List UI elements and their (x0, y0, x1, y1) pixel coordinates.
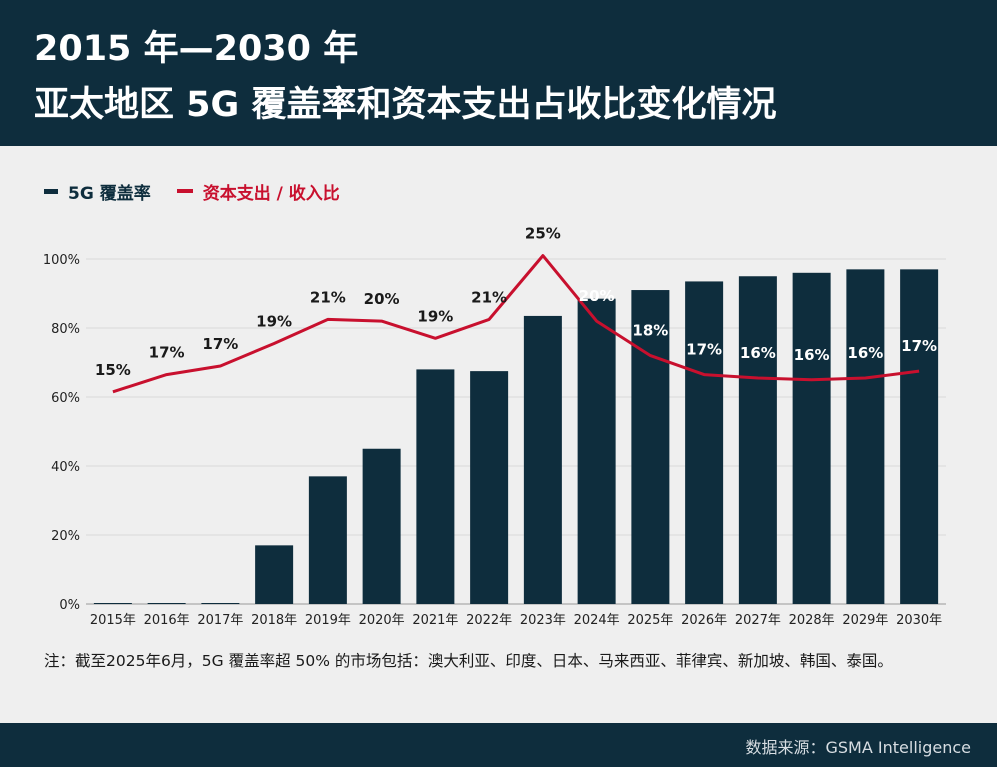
legend-item-line: 资本支出 / 收入比 (176, 179, 340, 204)
line-data-label: 19% (417, 307, 453, 325)
x-tick-label: 2021年 (412, 613, 458, 628)
x-tick-label: 2027年 (735, 613, 781, 628)
line-data-label: 25% (525, 225, 561, 243)
bar (900, 269, 939, 604)
bar (846, 269, 885, 604)
bar (631, 290, 670, 604)
x-tick-label: 2030年 (896, 613, 942, 628)
bar (362, 448, 401, 604)
line-data-label: 15% (95, 361, 131, 379)
x-tick-label: 2029年 (842, 613, 888, 628)
line-data-label: 17% (901, 337, 937, 355)
x-tick-label: 2026年 (681, 613, 727, 628)
bar (738, 276, 777, 604)
x-tick-label: 2022年 (466, 613, 512, 628)
bar (685, 281, 724, 604)
bar (93, 603, 132, 604)
source-text: 数据来源：GSMA Intelligence (745, 738, 972, 757)
footnote: 注：截至2025年6月，5G 覆盖率超 50% 的市场包括：澳大利亚、印度、日本… (44, 652, 893, 670)
y-tick-label: 60% (51, 391, 80, 406)
y-tick-label: 80% (51, 322, 80, 337)
bar (470, 371, 509, 604)
y-tick-label: 40% (51, 460, 80, 475)
title-line-2: 亚太地区 5G 覆盖率和资本支出占收比变化情况 (34, 85, 777, 125)
x-tick-label: 2015年 (90, 613, 136, 628)
combo-chart: 0% 20% 40% 60% 80% 100% 2015年 2016年 2017年 2018年 20… (43, 225, 946, 628)
line-data-label: 16% (740, 344, 776, 362)
x-tick-label: 2025年 (627, 613, 673, 628)
bar (308, 476, 347, 604)
line-data-label: 21% (471, 288, 507, 306)
line-data-label: 17% (686, 341, 722, 359)
x-tick-label: 2016年 (144, 613, 190, 628)
title-line-1: 2015 年—2030 年 (34, 29, 359, 69)
line-data-label: 17% (202, 335, 238, 353)
line-data-label: 20% (364, 290, 400, 308)
legend-bar-swatch (44, 188, 58, 194)
bar (577, 298, 616, 604)
line-data-label: 17% (149, 344, 185, 362)
bar (792, 272, 831, 604)
header: 2015 年—2030 年 亚太地区 5G 覆盖率和资本支出占收比变化情况 (0, 0, 997, 146)
bar (416, 369, 455, 604)
x-tick-label: 2028年 (789, 613, 835, 628)
y-tick-label: 100% (43, 253, 80, 268)
bar (255, 545, 294, 604)
line-data-label: 16% (794, 346, 830, 364)
line-data-label: 16% (847, 344, 883, 362)
y-tick-label: 20% (51, 529, 80, 544)
legend: 5G 覆盖率 资本支出 / 收入比 (44, 176, 366, 206)
bar (147, 603, 186, 604)
y-tick-label: 0% (59, 598, 80, 613)
line-data-label: 18% (632, 322, 668, 340)
x-tick-label: 2017年 (197, 613, 243, 628)
legend-line-label: 资本支出 / 收入比 (202, 183, 340, 204)
x-tick-label: 2019年 (305, 613, 351, 628)
legend-line-swatch (176, 189, 193, 193)
bar (201, 603, 240, 604)
legend-item-bar: 5G 覆盖率 (44, 179, 151, 204)
x-tick-label: 2018年 (251, 613, 297, 628)
bar (523, 315, 562, 604)
line-data-label: 19% (256, 313, 292, 331)
line-data-label: 21% (310, 288, 346, 306)
legend-bar-label: 5G 覆盖率 (68, 183, 151, 204)
footer: 数据来源：GSMA Intelligence (0, 723, 997, 767)
line-data-label: 20% (579, 287, 615, 305)
x-tick-label: 2020年 (359, 613, 405, 628)
series-line (112, 254, 920, 394)
x-tick-label: 2024年 (574, 613, 620, 628)
x-tick-label: 2023年 (520, 613, 566, 628)
